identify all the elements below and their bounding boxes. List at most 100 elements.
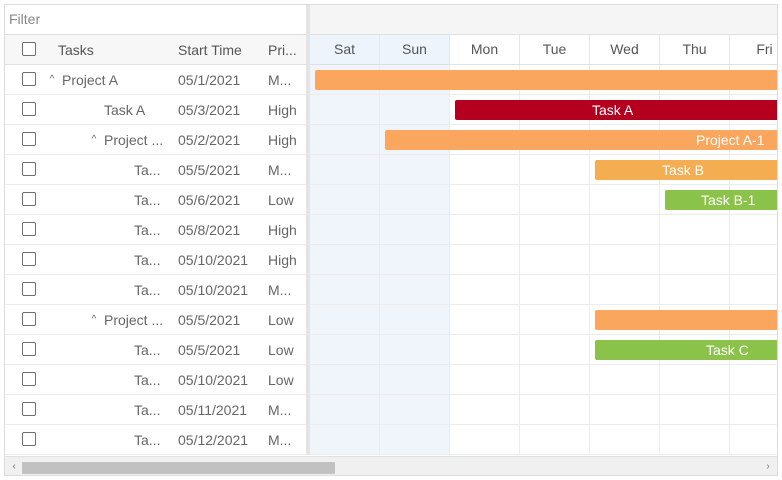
- row-line: [310, 94, 777, 95]
- task-bar[interactable]: Project A-1: [385, 130, 777, 150]
- column-header-priority[interactable]: Pri...: [268, 42, 297, 58]
- chevron-up-icon[interactable]: ^: [49, 74, 55, 85]
- scroll-left-icon[interactable]: ‹: [12, 461, 16, 472]
- grid-line: [729, 65, 730, 455]
- task-start-time: 05/1/2021: [178, 72, 241, 88]
- task-row[interactable]: Ta... 05/6/2021 Low: [5, 185, 306, 215]
- grid-line: [379, 65, 380, 455]
- task-row[interactable]: Ta... 05/10/2021 Low: [5, 365, 306, 395]
- row-checkbox[interactable]: [22, 282, 36, 296]
- task-bar-label: Task B: [662, 162, 705, 178]
- filter-input[interactable]: [5, 5, 299, 33]
- task-start-time: 05/10/2021: [178, 372, 249, 388]
- task-priority: M...: [268, 282, 292, 298]
- scroll-right-icon[interactable]: ›: [766, 461, 770, 472]
- day-header: Tue: [520, 35, 590, 64]
- task-row[interactable]: Task A 05/3/2021 High: [5, 95, 306, 125]
- horizontal-scrollbar[interactable]: ‹ ›: [5, 456, 777, 475]
- task-grid: Tasks Start Time Pri... ^ Project A 05/1/2…: [5, 5, 306, 455]
- timeline-header-top: [310, 5, 777, 35]
- task-row[interactable]: ^ Project A 05/1/2021 M...: [5, 65, 306, 95]
- task-row[interactable]: ^ Project ... 05/5/2021 Low: [5, 305, 306, 335]
- chevron-up-icon[interactable]: ^: [91, 314, 97, 325]
- task-row[interactable]: Ta... 05/11/2021 M...: [5, 395, 306, 425]
- task-bar-label: Project A-1: [696, 132, 765, 148]
- row-checkbox[interactable]: [22, 342, 36, 356]
- row-line: [310, 184, 777, 185]
- task-bar[interactable]: [315, 70, 777, 90]
- task-bar-label: Task C: [706, 342, 749, 358]
- task-bar-label: Task A: [592, 102, 634, 118]
- chevron-up-icon[interactable]: ^: [91, 134, 97, 145]
- task-row[interactable]: Ta... 05/8/2021 High: [5, 215, 306, 245]
- task-bar[interactable]: [595, 310, 777, 330]
- grid-splitter[interactable]: [306, 5, 310, 455]
- task-bar[interactable]: Task C: [595, 340, 777, 360]
- day-header: Thu: [660, 35, 730, 64]
- task-row[interactable]: Ta... 05/10/2021 M...: [5, 275, 306, 305]
- row-checkbox[interactable]: [22, 312, 36, 326]
- row-checkbox[interactable]: [22, 372, 36, 386]
- task-row[interactable]: Ta... 05/12/2021 M...: [5, 425, 306, 455]
- day-header: Sat: [310, 35, 380, 64]
- row-checkbox[interactable]: [22, 192, 36, 206]
- row-checkbox[interactable]: [22, 132, 36, 146]
- task-bar[interactable]: Task B: [595, 160, 777, 180]
- grid-line: [519, 65, 520, 455]
- row-checkbox[interactable]: [22, 72, 36, 86]
- task-priority: M...: [268, 432, 292, 448]
- task-row[interactable]: ^ Project ... 05/2/2021 High: [5, 125, 306, 155]
- task-bar[interactable]: Task B-1: [665, 190, 777, 210]
- task-name: Ta...: [134, 282, 161, 298]
- row-line: [310, 274, 777, 275]
- row-line: [310, 124, 777, 125]
- task-name: Ta...: [134, 162, 161, 178]
- row-line: [310, 424, 777, 425]
- day-header: Mon: [450, 35, 520, 64]
- grid-line: [589, 65, 590, 455]
- row-checkbox[interactable]: [22, 102, 36, 116]
- task-row[interactable]: Ta... 05/5/2021 M...: [5, 155, 306, 185]
- task-name: Project ...: [104, 132, 164, 148]
- row-line: [310, 364, 777, 365]
- grid-line: [449, 65, 450, 455]
- column-header-start-time[interactable]: Start Time: [178, 42, 242, 58]
- task-name: Ta...: [134, 342, 161, 358]
- task-start-time: 05/5/2021: [178, 162, 241, 178]
- task-bar[interactable]: Task A: [455, 100, 777, 120]
- task-start-time: 05/11/2021: [178, 402, 248, 418]
- task-priority: High: [268, 102, 297, 118]
- task-name: Ta...: [134, 222, 161, 238]
- task-priority: Low: [268, 312, 294, 328]
- task-priority: Low: [268, 192, 294, 208]
- task-priority: High: [268, 222, 297, 238]
- task-start-time: 05/6/2021: [178, 192, 241, 208]
- row-checkbox[interactable]: [22, 222, 36, 236]
- task-start-time: 05/3/2021: [178, 102, 241, 118]
- timeline-chart: Sat Sun Mon Tue Wed Thu Fri Task A Project A-1 T…: [310, 5, 777, 455]
- task-priority: High: [268, 132, 297, 148]
- row-line: [310, 454, 777, 455]
- scrollbar-thumb[interactable]: [22, 462, 335, 474]
- grid-line: [659, 65, 660, 455]
- row-checkbox[interactable]: [22, 252, 36, 266]
- row-checkbox[interactable]: [22, 162, 36, 176]
- day-header: Sun: [380, 35, 450, 64]
- task-name: Ta...: [134, 372, 161, 388]
- row-checkbox[interactable]: [22, 402, 36, 416]
- task-row[interactable]: Ta... 05/5/2021 Low: [5, 335, 306, 365]
- row-line: [310, 304, 777, 305]
- gantt-widget: Tasks Start Time Pri... ^ Project A 05/1/2…: [4, 4, 778, 476]
- task-priority: Low: [268, 372, 294, 388]
- task-start-time: 05/10/2021: [178, 282, 249, 298]
- task-name: Ta...: [134, 192, 161, 208]
- row-line: [310, 244, 777, 245]
- row-line: [310, 334, 777, 335]
- select-all-checkbox[interactable]: [22, 42, 36, 56]
- task-row[interactable]: Ta... 05/10/2021 High: [5, 245, 306, 275]
- column-header-tasks[interactable]: Tasks: [58, 42, 94, 58]
- row-line: [310, 394, 777, 395]
- task-bar-label: Task B-1: [701, 192, 756, 208]
- timeline-days-header: Sat Sun Mon Tue Wed Thu Fri: [310, 35, 777, 65]
- row-checkbox[interactable]: [22, 432, 36, 446]
